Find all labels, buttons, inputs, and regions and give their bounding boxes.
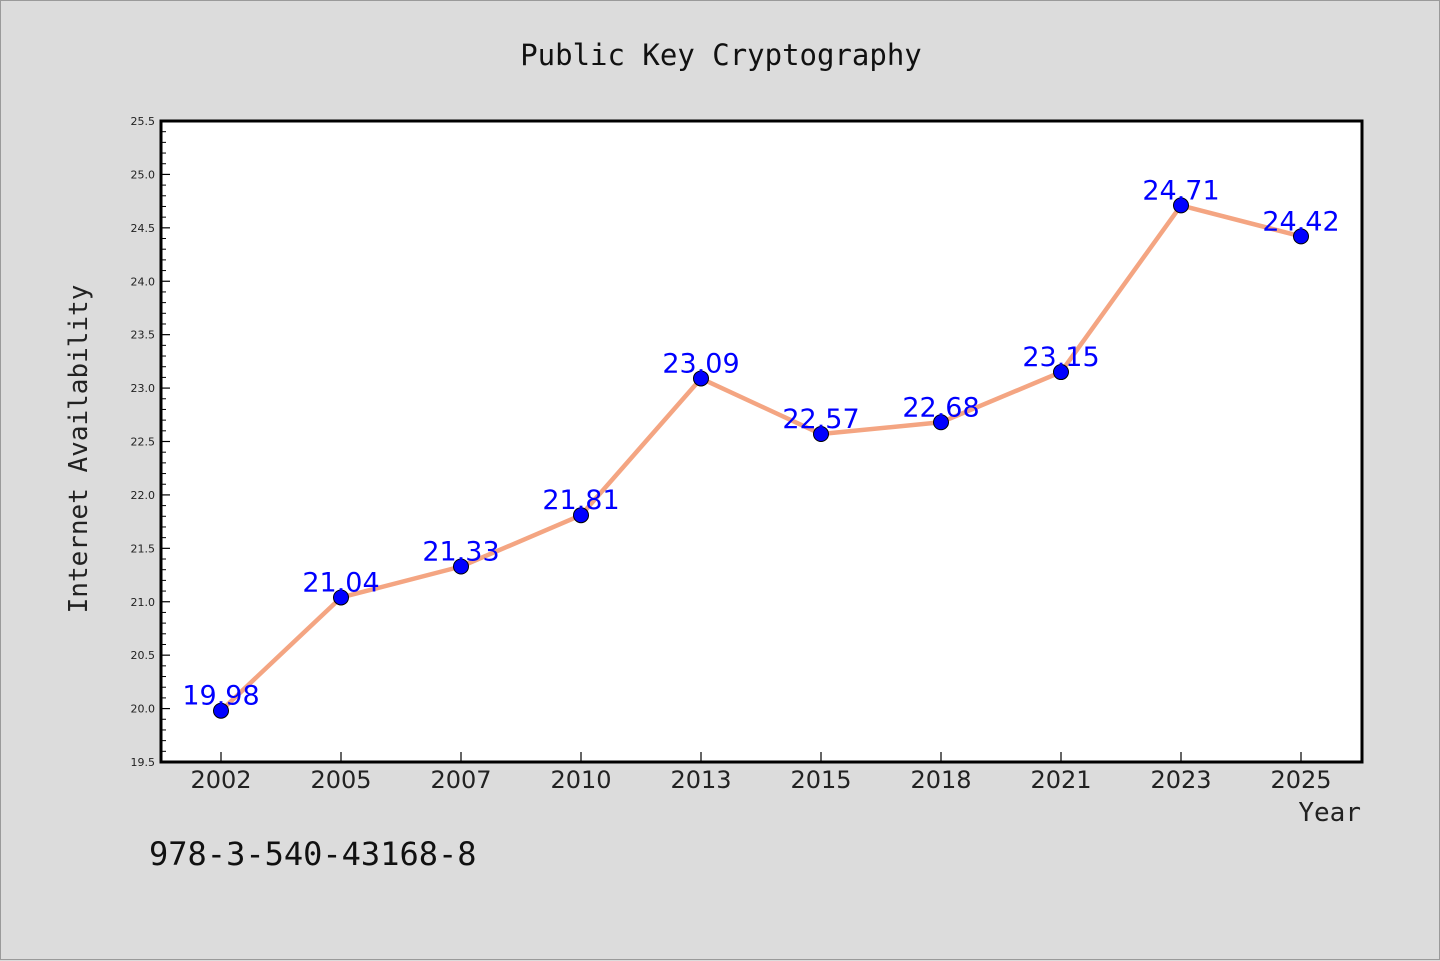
data-point (213, 702, 229, 719)
x-tick-label: 2002 (190, 766, 251, 794)
x-tick-label: 2007 (430, 766, 491, 794)
y-tick-label: 20.0 (131, 703, 156, 716)
plot-border (159, 119, 1364, 764)
data-label: 21.04 (302, 567, 379, 598)
data-label: 23.09 (662, 348, 739, 379)
x-tick-label: 2025 (1270, 766, 1331, 794)
y-tick-label: 19.5 (131, 756, 156, 769)
series-line-group (213, 197, 1309, 719)
x-tick-label: 2021 (1030, 766, 1091, 794)
plot-area (161, 121, 1362, 762)
data-point (1053, 364, 1069, 381)
data-label: 23.15 (1022, 342, 1099, 373)
y-tick-label: 21.5 (131, 542, 156, 555)
x-tick-label: 2015 (790, 766, 851, 794)
chart-title: Public Key Cryptography (520, 38, 922, 72)
y-tick-label: 25.5 (131, 115, 156, 128)
x-axis-label: Year (1298, 798, 1361, 828)
data-label: 21.81 (542, 485, 619, 516)
data-label: 22.68 (902, 392, 979, 423)
series-line (218, 203, 1304, 713)
data-point (813, 426, 829, 443)
data-label: 22.57 (782, 404, 859, 435)
y-tick-label: 22.5 (131, 436, 156, 449)
data-label: 21.33 (422, 536, 499, 567)
x-tick-label: 2005 (310, 766, 371, 794)
y-axis: 19.5 20.0 20.5 21.0 21.5 22.0 22.5 23.0 23.5 24.0… (131, 115, 170, 769)
data-point (693, 370, 709, 387)
data-point (573, 507, 589, 524)
y-tick-label: 24.0 (131, 275, 156, 288)
y-tick-label: 20.5 (131, 649, 156, 662)
data-label-group: 19.98 21.04 21.33 21.81 23.09 22.57 22.68 23.15… (182, 175, 1339, 711)
y-tick-label: 23.5 (131, 329, 156, 342)
data-point (1293, 228, 1309, 245)
data-point (1173, 197, 1189, 214)
y-tick-label: 21.0 (131, 596, 156, 609)
footnote-isbn: 978-3-540-43168-8 (149, 835, 477, 873)
data-point (933, 414, 949, 431)
y-tick-label: 25.0 (131, 168, 156, 181)
data-label: 24.42 (1262, 206, 1339, 237)
y-axis-label: Internet Availability (64, 285, 94, 614)
y-tick-label: 23.0 (131, 382, 156, 395)
data-label: 19.98 (182, 681, 259, 712)
x-axis: 2002 2005 2007 2010 2013 2015 2018 2021 2023 2025 (190, 752, 1332, 794)
x-tick-label: 2023 (1150, 766, 1211, 794)
y-tick-label: 22.0 (131, 489, 156, 502)
x-tick-label: 2013 (670, 766, 731, 794)
data-point (333, 589, 349, 606)
y-tick-label: 24.5 (131, 222, 156, 235)
x-tick-label: 2018 (910, 766, 971, 794)
data-label: 24.71 (1142, 175, 1219, 206)
x-tick-label: 2010 (550, 766, 611, 794)
data-point (453, 558, 469, 575)
